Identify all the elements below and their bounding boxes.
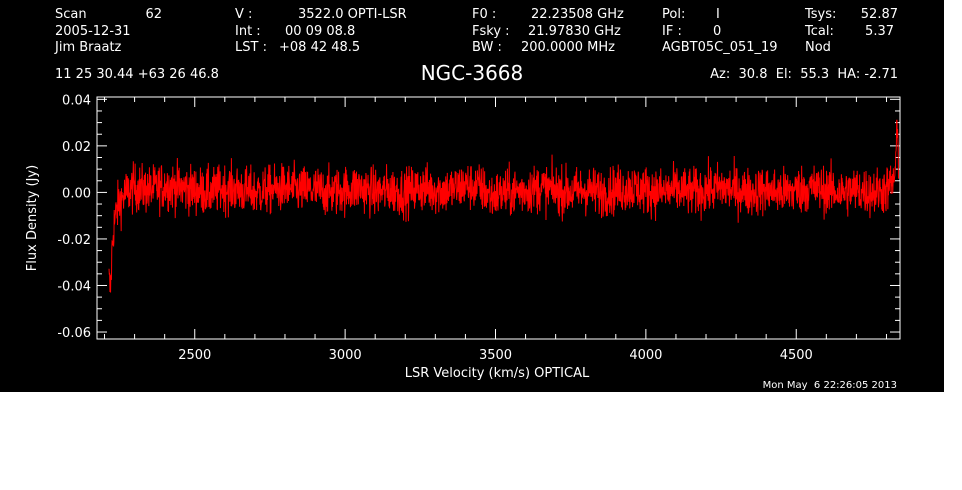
x-axis-ticks: 2500 3000 3500 4000 4500 [104,97,887,363]
y-tick-label: -0.02 [57,233,91,248]
f0-label: F0 : [472,7,496,22]
f0-value: 22.23508 GHz [531,7,624,22]
x-axis-label: LSR Velocity (km/s) OPTICAL [405,366,590,381]
pol-value: I [716,7,720,22]
if-label: IF : [662,24,682,39]
scan-label: Scan [55,7,87,22]
tcal-label: Tcal: [804,24,834,39]
project-id: AGBT05C_051_19 [662,40,778,55]
pointing-info: Az: 30.8 El: 55.3 HA: -2.71 [710,67,898,82]
tcal-value: 5.37 [865,24,894,39]
y-tick-label: -0.06 [57,326,91,341]
plot-window: Scan 62 2005-12-31 Jim Braatz 11 25 30.4… [0,0,944,392]
int-label: Int : [235,24,261,39]
plot-timestamp: Mon May 6 22:26:05 2013 [763,380,897,391]
obs-date: 2005-12-31 [55,24,131,39]
if-value: 0 [713,24,721,39]
tsys-value: 52.87 [861,7,898,22]
y-tick-label: 0.00 [62,186,91,201]
int-value: 00 09 08.8 [285,24,355,39]
bw-label: BW : [472,40,502,55]
source-coordinates: 11 25 30.44 +63 26 46.8 [55,67,219,82]
lst-label: LST : [235,40,267,55]
fsky-value: 21.97830 GHz [528,24,621,39]
scan-number: 62 [145,7,162,22]
y-tick-label: 0.02 [62,140,91,155]
velocity-label: V : [235,7,252,22]
pol-label: Pol: [662,7,685,22]
spectrum-plot: Scan 62 2005-12-31 Jim Braatz 11 25 30.4… [25,7,901,391]
obs-mode: Nod [805,40,831,55]
x-tick-label: 3000 [329,348,362,363]
spectrum-trace [108,119,899,293]
observer-name: Jim Braatz [54,40,122,55]
y-tick-label: -0.04 [57,279,91,294]
lst-value: +08 42 48.5 [279,40,360,55]
y-axis-label: Flux Density (Jy) [25,165,40,271]
tsys-label: Tsys: [804,7,836,22]
y-tick-label: 0.04 [62,93,91,108]
x-tick-label: 2500 [178,348,211,363]
velocity-value: 3522.0 OPTI-LSR [298,7,407,22]
bw-value: 200.0000 MHz [521,40,615,55]
y-axis-ticks: -0.06 -0.04 -0.02 0.00 0.02 0.04 [57,93,900,341]
x-tick-label: 3500 [479,348,512,363]
x-tick-label: 4000 [629,348,662,363]
plot-frame [96,96,901,340]
chart-title: NGC-3668 [421,61,524,85]
x-tick-label: 4500 [780,348,813,363]
fsky-label: Fsky : [472,24,510,39]
